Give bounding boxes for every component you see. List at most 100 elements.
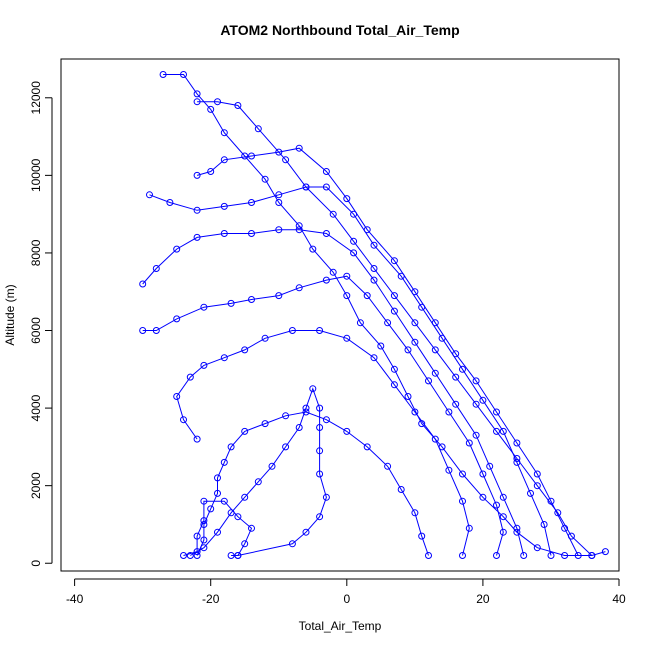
data-point: [234, 102, 242, 109]
series-2: [193, 144, 582, 559]
data-point: [418, 532, 426, 540]
data-point: [241, 493, 249, 501]
data-point: [200, 361, 208, 369]
x-tick-label: 20: [476, 592, 490, 606]
data-point: [316, 513, 324, 521]
data-point: [200, 517, 208, 525]
data-point: [241, 152, 249, 160]
data-point: [459, 365, 466, 373]
data-point: [193, 171, 201, 179]
data-point: [241, 540, 249, 548]
data-point: [499, 493, 507, 501]
data-point: [493, 552, 500, 559]
data-point: [193, 98, 201, 106]
data-point: [322, 416, 330, 424]
data-point: [200, 536, 208, 544]
data-point: [227, 552, 235, 559]
data-point: [472, 431, 480, 439]
data-point: [152, 265, 160, 272]
data-point: [302, 183, 310, 191]
data-point: [316, 447, 324, 455]
data-point: [220, 156, 228, 164]
data-point: [350, 249, 358, 257]
data-point: [248, 152, 255, 160]
data-point: [390, 365, 398, 373]
data-point: [159, 71, 167, 78]
data-point: [207, 505, 215, 513]
data-point: [343, 195, 351, 203]
data-point: [445, 466, 453, 474]
data-point: [322, 183, 330, 191]
data-point: [513, 439, 521, 447]
y-tick-label: 2000: [29, 472, 43, 499]
data-point: [390, 307, 398, 315]
data-point: [445, 408, 453, 416]
data-point: [220, 202, 228, 210]
x-axis: -40 -20 0 20 40: [66, 578, 626, 606]
data-point: [459, 552, 466, 559]
data-point: [295, 226, 303, 234]
x-tick-label: -40: [66, 592, 84, 606]
series-4: [139, 226, 528, 559]
series-8: [186, 385, 330, 559]
series-line: [190, 387, 327, 556]
data-point: [166, 199, 174, 206]
data-point: [288, 540, 296, 548]
data-point: [248, 230, 255, 237]
data-point: [370, 354, 378, 362]
data-point: [214, 489, 221, 497]
data-point: [139, 280, 147, 288]
data-point: [343, 292, 351, 300]
data-point: [316, 470, 324, 478]
data-point: [193, 548, 201, 556]
data-point: [370, 265, 378, 272]
data-point: [275, 226, 283, 234]
data-point: [472, 400, 480, 408]
data-point: [227, 443, 235, 451]
y-tick-label: 12000: [29, 81, 43, 115]
data-point: [220, 230, 228, 237]
data-point: [452, 373, 460, 381]
y-axis: 0 2000 4000 6000 8000 10000 12000: [29, 81, 53, 567]
data-point: [425, 552, 432, 559]
data-point: [282, 443, 290, 451]
data-point: [254, 478, 262, 486]
data-point: [248, 296, 255, 303]
data-point: [493, 501, 500, 509]
series-3: [146, 183, 555, 559]
data-point: [227, 299, 235, 307]
data-point: [180, 552, 187, 559]
data-point: [533, 482, 541, 490]
data-point: [322, 276, 330, 284]
data-point: [316, 404, 324, 412]
data-point: [472, 377, 480, 385]
data-point: [370, 276, 378, 284]
data-point: [499, 513, 507, 521]
data-point: [343, 272, 351, 280]
data-point: [234, 513, 242, 521]
series-9: [180, 497, 255, 559]
data-point: [316, 424, 324, 431]
data-point: [350, 237, 358, 245]
data-point: [527, 489, 534, 497]
data-point: [329, 268, 337, 276]
series-line: [196, 411, 429, 556]
data-point: [295, 284, 303, 292]
data-point: [193, 206, 201, 214]
data-point: [384, 319, 392, 327]
data-point: [302, 528, 310, 536]
x-tick-label: -20: [202, 592, 220, 606]
data-point: [343, 334, 351, 342]
data-point: [254, 125, 262, 133]
data-point: [302, 404, 310, 412]
data-point: [316, 327, 324, 334]
series-line: [176, 330, 470, 556]
data-point: [356, 319, 364, 327]
series-line: [142, 229, 525, 556]
data-point: [295, 144, 303, 152]
data-point: [220, 458, 228, 466]
data-point: [431, 369, 439, 377]
data-point: [241, 427, 249, 435]
data-point: [384, 462, 392, 470]
data-point: [193, 435, 201, 443]
